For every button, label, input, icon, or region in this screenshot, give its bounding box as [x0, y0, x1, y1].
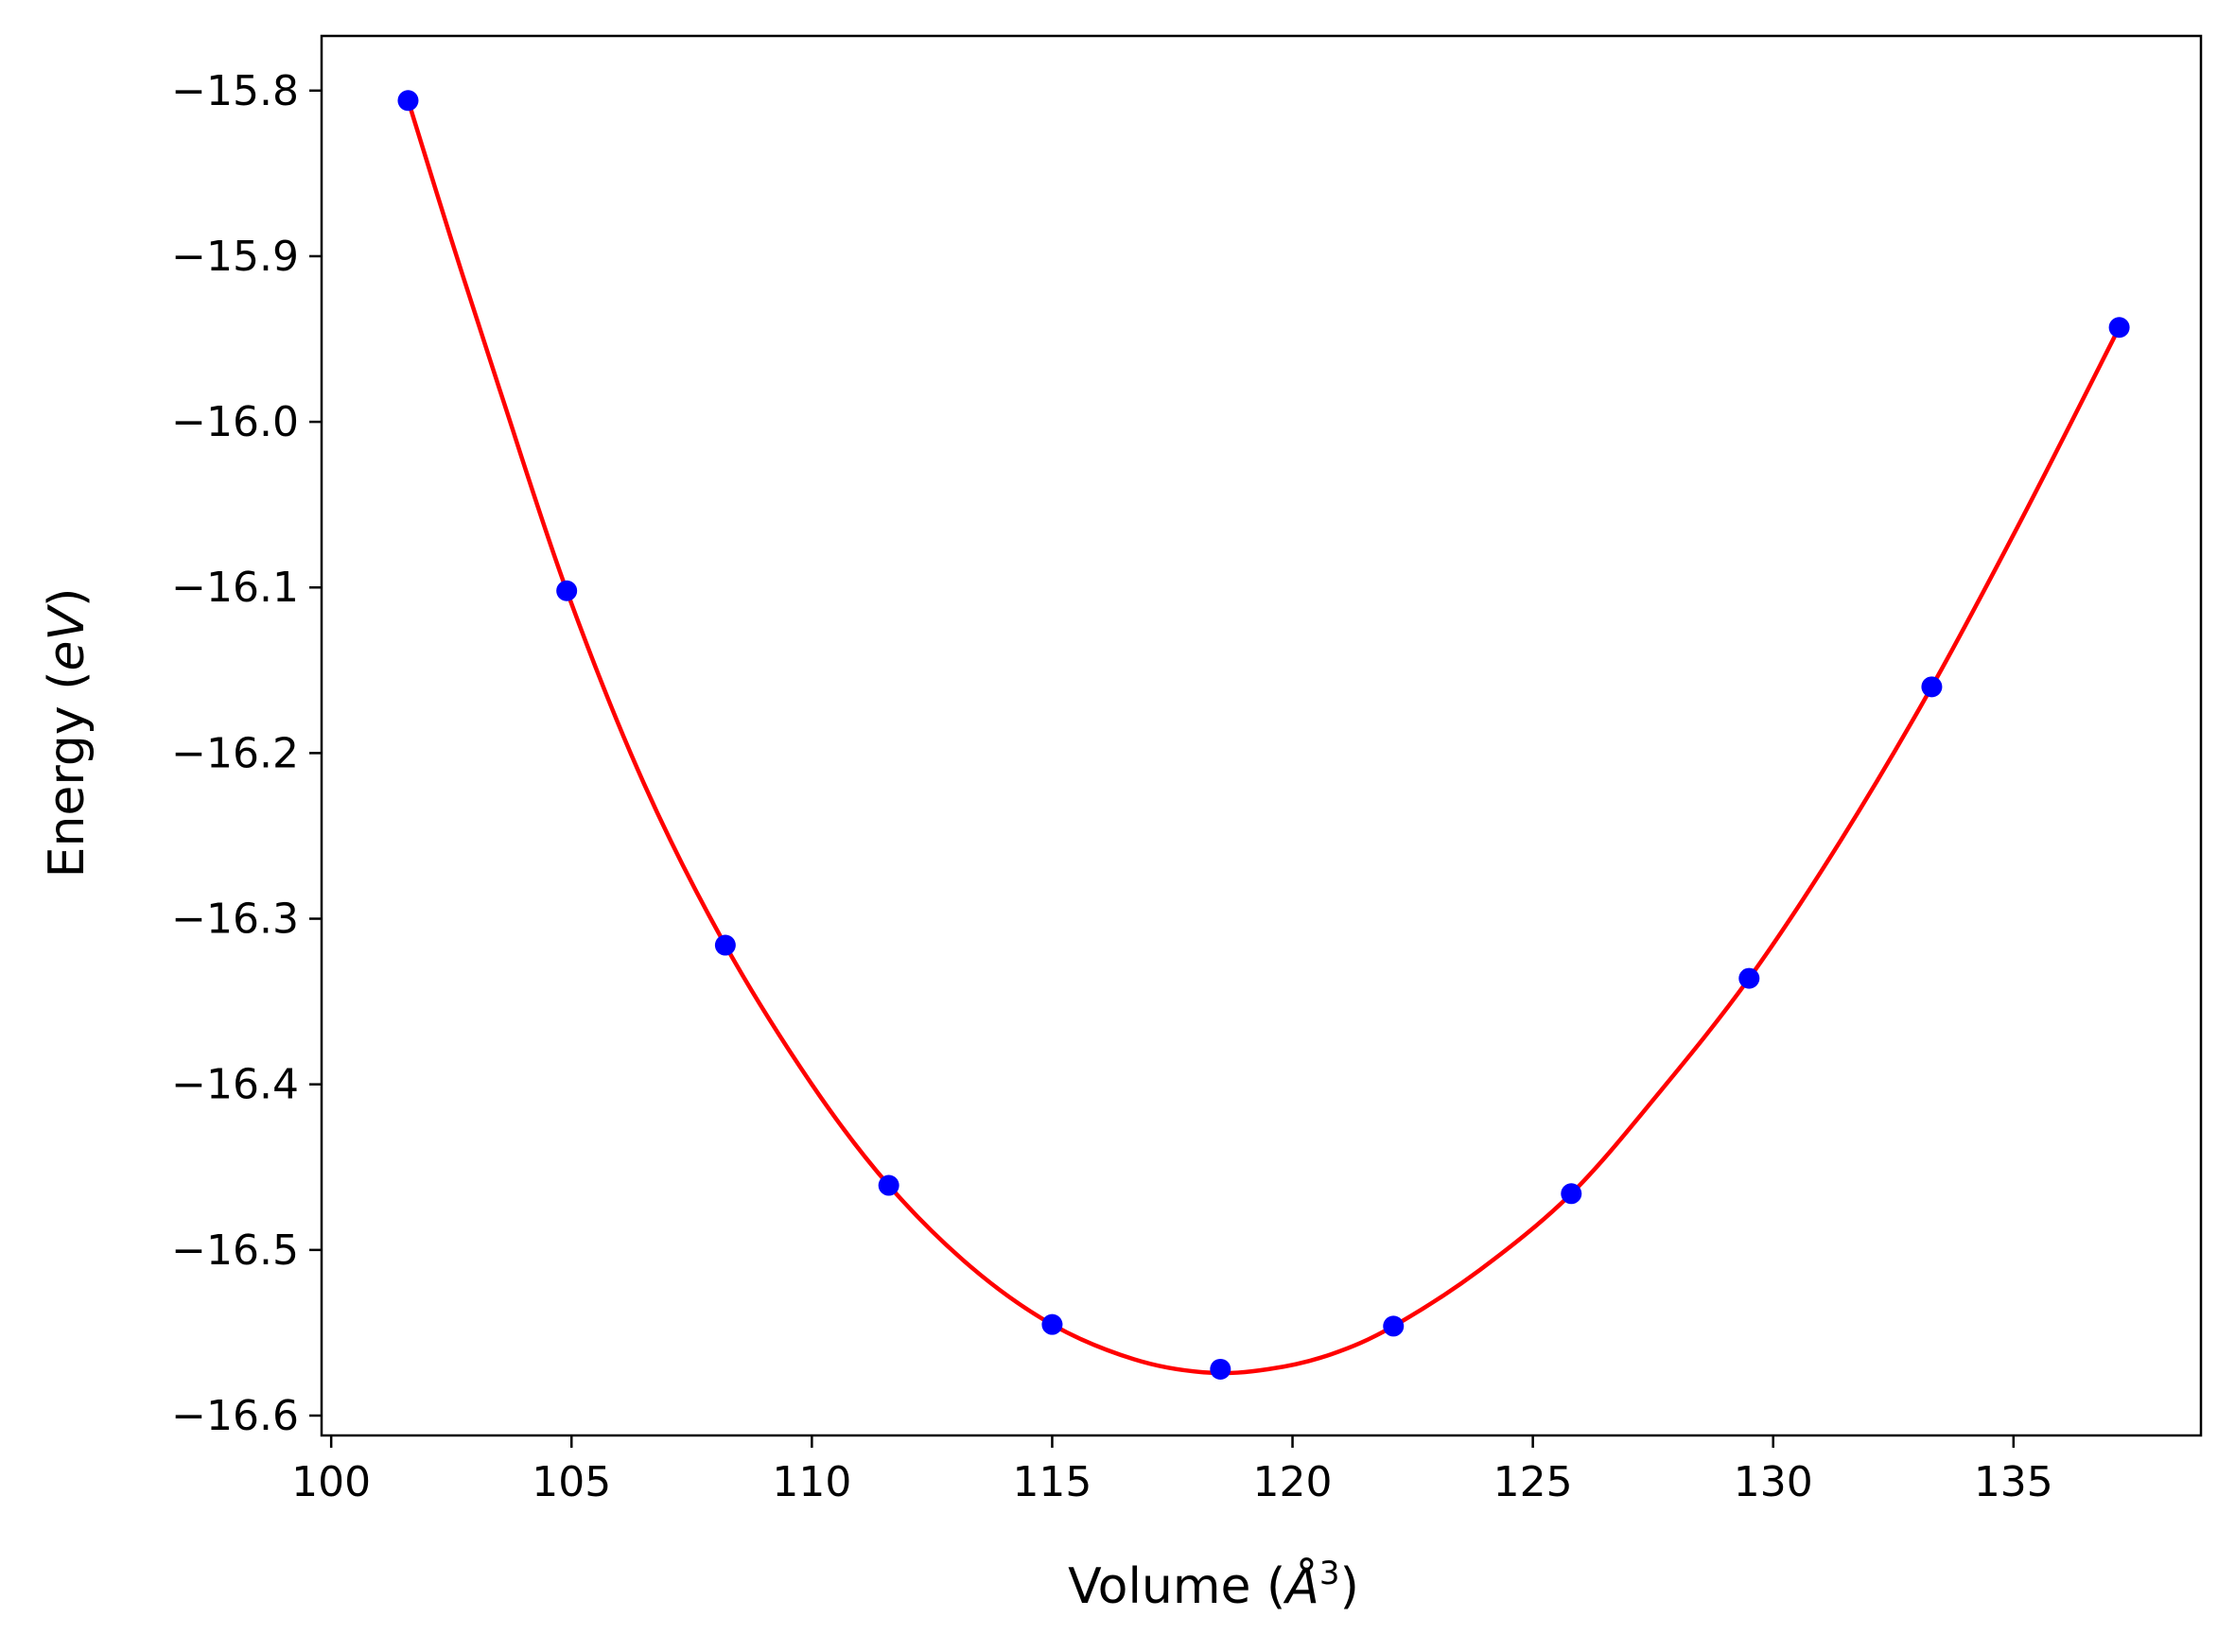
- x-tick-label: 120: [1253, 1458, 1333, 1506]
- y-tick-label: −15.8: [171, 67, 299, 115]
- x-tick-label: 100: [291, 1458, 371, 1506]
- data-point: [1561, 1183, 1582, 1205]
- data-point: [1210, 1358, 1231, 1380]
- x-axis-label-suffix: ): [1340, 1558, 1359, 1615]
- y-tick-label: −15.9: [171, 233, 299, 281]
- y-tick-label: −16.1: [171, 564, 299, 612]
- y-tick-label: −16.0: [171, 398, 299, 446]
- y-axis-label: Energy (eV): [39, 588, 96, 878]
- y-axis-label-prefix: Energy (: [39, 671, 96, 878]
- x-tick-label: 130: [1734, 1458, 1813, 1506]
- x-axis-label: Volume (Å3): [1068, 1555, 1359, 1615]
- x-tick-label: 135: [1974, 1458, 2053, 1506]
- x-tick-label: 125: [1493, 1458, 1573, 1506]
- y-tick-label: −16.3: [171, 896, 299, 944]
- y-axis-label-suffix: ): [39, 588, 96, 607]
- data-point: [1921, 676, 1943, 698]
- y-tick-label: −16.5: [171, 1226, 299, 1275]
- data-point: [878, 1174, 899, 1196]
- x-axis-label-symbol: Å: [1283, 1556, 1319, 1615]
- x-axis-label-exponent: 3: [1319, 1555, 1340, 1592]
- y-axis-ticks: −15.8 −15.9 −16.0 −16.1 −16.2 −16.3 −16.4 −16.5…: [171, 67, 322, 1440]
- data-point: [397, 90, 419, 112]
- plot-layer: [397, 90, 2130, 1380]
- y-tick-label: −16.6: [171, 1392, 299, 1440]
- y-tick-label: −16.2: [171, 729, 299, 777]
- data-point: [2108, 317, 2130, 339]
- data-point: [1041, 1313, 1063, 1335]
- data-point: [714, 934, 736, 956]
- x-tick-label: 110: [772, 1458, 851, 1506]
- data-point: [556, 580, 578, 601]
- x-axis-ticks: 100 105 110 115 120 125 130 135: [291, 1435, 2053, 1506]
- x-tick-label: 115: [1012, 1458, 1091, 1506]
- data-point: [1383, 1315, 1405, 1337]
- y-tick-label: −16.4: [171, 1061, 299, 1109]
- plot-frame: [320, 34, 2203, 1437]
- data-point: [1738, 967, 1760, 989]
- fit-curve: [406, 99, 2122, 1376]
- x-tick-label: 105: [532, 1458, 611, 1506]
- y-axis-label-symbol: eV: [39, 604, 96, 671]
- x-axis-label-prefix: Volume (: [1068, 1558, 1285, 1615]
